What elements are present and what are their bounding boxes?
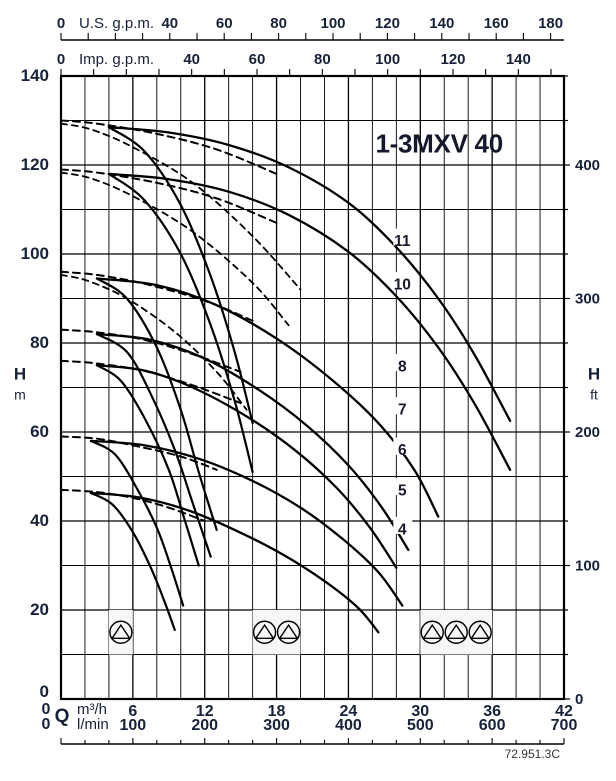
svg-text:120: 120 [440, 51, 465, 68]
svg-text:6: 6 [398, 442, 407, 459]
svg-text:1-3MXV 40: 1-3MXV 40 [376, 129, 503, 159]
svg-text:100: 100 [375, 51, 400, 68]
svg-text:400: 400 [335, 717, 362, 734]
svg-text:120: 120 [375, 15, 400, 32]
svg-text:7: 7 [398, 402, 407, 419]
svg-text:H: H [14, 365, 26, 384]
svg-text:l/min: l/min [77, 716, 109, 733]
svg-text:ft: ft [590, 387, 598, 403]
svg-text:40: 40 [161, 15, 178, 32]
svg-text:100: 100 [21, 244, 49, 263]
svg-text:40: 40 [30, 511, 49, 530]
svg-text:4: 4 [398, 521, 407, 538]
svg-text:180: 180 [538, 15, 563, 32]
svg-text:140: 140 [429, 15, 454, 32]
svg-text:120: 120 [21, 155, 49, 174]
svg-text:200: 200 [191, 717, 218, 734]
svg-text:H: H [588, 365, 600, 384]
svg-text:0: 0 [40, 682, 49, 701]
svg-text:80: 80 [270, 15, 287, 32]
svg-text:100: 100 [320, 15, 345, 32]
svg-text:11: 11 [394, 233, 411, 250]
svg-text:140: 140 [21, 66, 49, 85]
svg-text:100: 100 [575, 558, 600, 575]
svg-text:40: 40 [183, 51, 200, 68]
svg-text:60: 60 [30, 422, 49, 441]
svg-text:U.S. g.p.m.: U.S. g.p.m. [79, 15, 154, 32]
svg-text:80: 80 [30, 333, 49, 352]
svg-text:80: 80 [314, 51, 331, 68]
svg-text:300: 300 [575, 291, 600, 308]
svg-text:20: 20 [30, 600, 49, 619]
svg-text:500: 500 [407, 717, 434, 734]
svg-text:400: 400 [575, 157, 600, 174]
svg-text:140: 140 [506, 51, 531, 68]
svg-text:700: 700 [551, 717, 578, 734]
svg-text:0: 0 [57, 15, 65, 32]
svg-text:8: 8 [398, 359, 407, 376]
svg-text:160: 160 [484, 15, 509, 32]
svg-text:10: 10 [394, 277, 411, 294]
svg-text:200: 200 [575, 424, 600, 441]
svg-text:m: m [14, 387, 26, 403]
svg-text:72.951.3C: 72.951.3C [505, 747, 561, 761]
svg-text:60: 60 [249, 51, 266, 68]
svg-text:100: 100 [120, 717, 147, 734]
svg-text:0: 0 [42, 716, 51, 733]
svg-text:5: 5 [398, 483, 407, 500]
svg-text:0: 0 [57, 51, 65, 68]
svg-text:300: 300 [263, 717, 290, 734]
svg-text:Imp. g.p.m.: Imp. g.p.m. [79, 51, 154, 68]
svg-text:Q: Q [55, 706, 70, 727]
svg-text:600: 600 [479, 717, 506, 734]
svg-text:60: 60 [216, 15, 233, 32]
svg-text:0: 0 [575, 691, 583, 708]
